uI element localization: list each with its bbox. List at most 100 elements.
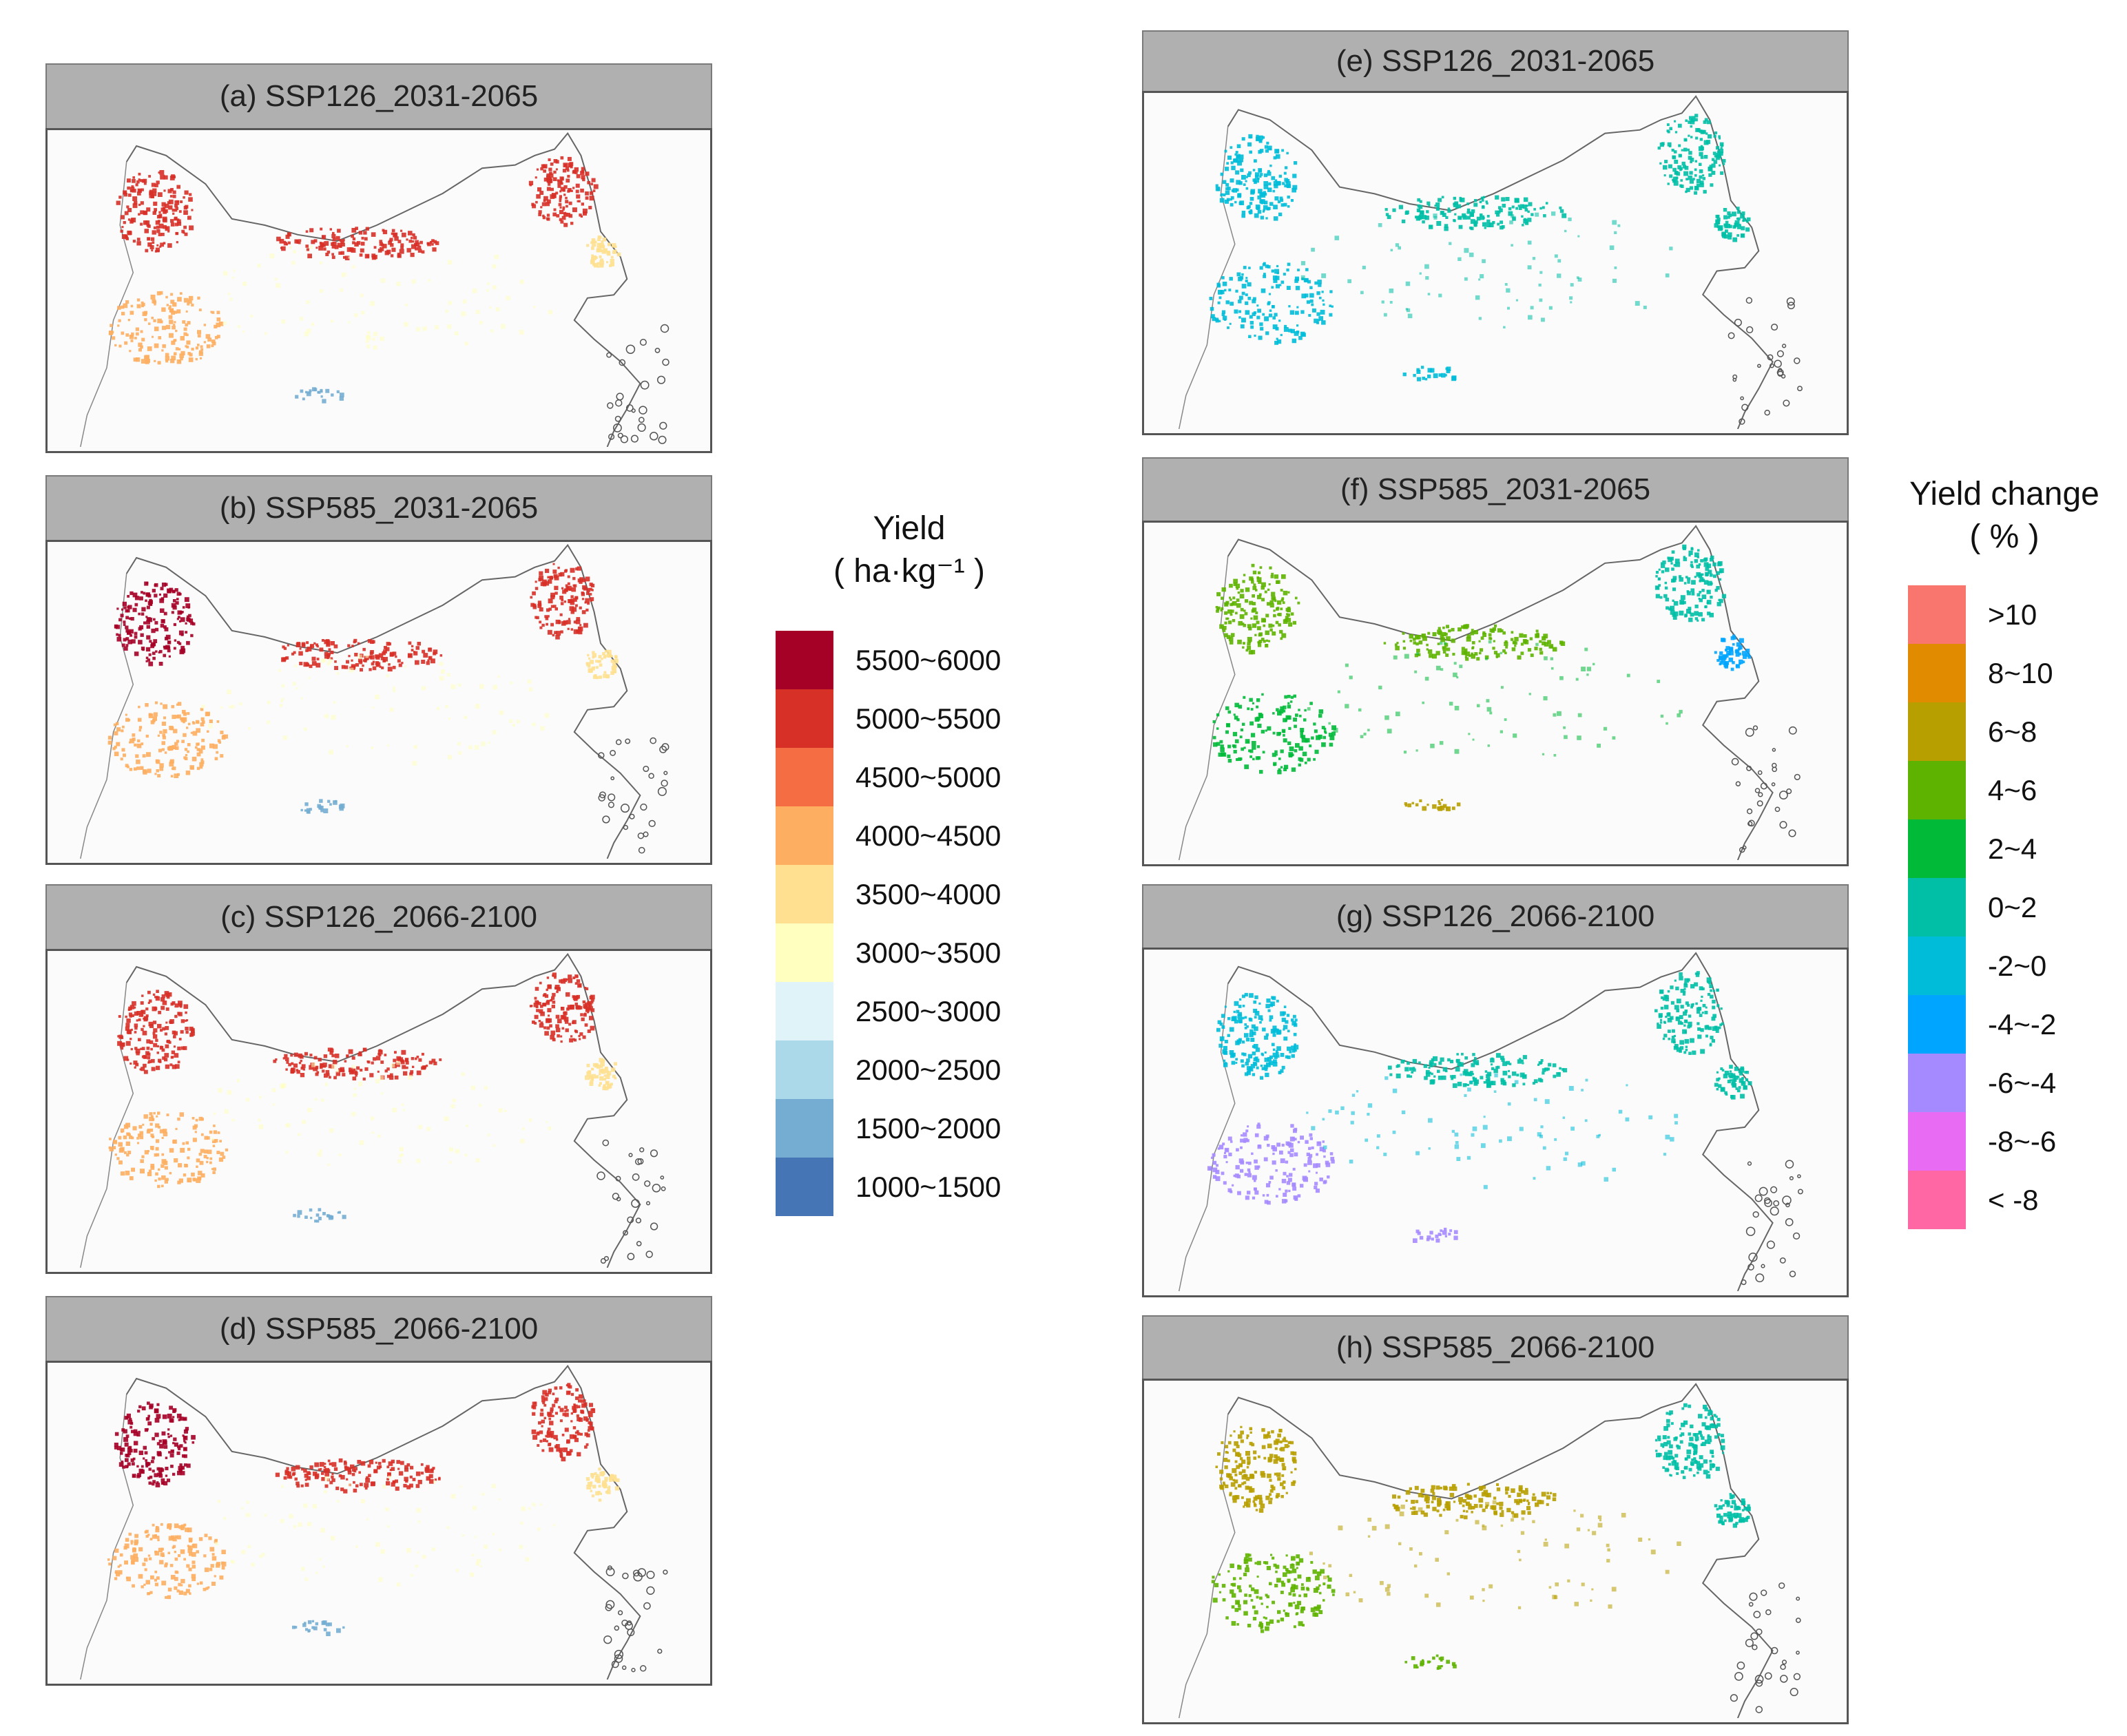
yield-cell-southwest — [1274, 269, 1279, 274]
yield-cell-southwest — [1228, 289, 1232, 292]
yield-cell-northeast — [532, 1405, 537, 1410]
yield-cell-east_coast — [1733, 636, 1736, 640]
yield-cell-northeast — [586, 1418, 590, 1421]
yield-cell-southwest — [1254, 334, 1256, 337]
yield-cell-interior — [346, 745, 349, 748]
yield-cell-northwest — [162, 1001, 167, 1005]
yield-cell-northwest — [117, 1035, 120, 1038]
yield-cell-east_coast — [603, 654, 607, 658]
yield-cell-southwest — [150, 1166, 155, 1170]
yield-cell-northwest — [151, 642, 156, 647]
map-canvas — [80, 952, 666, 1268]
yield-cell-southwest — [1316, 312, 1320, 316]
island — [620, 804, 630, 813]
yield-cell-interior — [464, 342, 468, 346]
yield-cell-north_coast — [353, 1467, 357, 1471]
yield-cell-north_coast — [1469, 227, 1472, 229]
map-d — [45, 1361, 712, 1686]
yield-cell-north_coast — [299, 1054, 304, 1059]
yield-cell-northeast — [586, 587, 591, 592]
yield-cell-southwest — [1268, 293, 1271, 295]
yield-cell-northeast — [539, 620, 542, 624]
yield-cell-southwest — [205, 711, 210, 717]
yield-cell-interior — [1504, 718, 1507, 721]
yield-cell-southwest — [192, 1138, 197, 1142]
yield-cell-northwest — [1273, 181, 1278, 186]
yield-cell-interior — [329, 749, 333, 755]
yield-cell-interior — [335, 1069, 340, 1073]
yield-cell-northeast — [585, 1007, 590, 1012]
yield-cell-east_coast — [1745, 652, 1750, 657]
yield-cell-northeast — [554, 592, 558, 595]
yield-cell-interior — [377, 1134, 381, 1138]
yield-cell-south_interior — [307, 1630, 310, 1633]
yield-cell-northeast — [588, 205, 592, 209]
island — [662, 358, 670, 366]
yield-cell-southwest — [1280, 280, 1285, 284]
yield-cell-northwest — [1240, 607, 1244, 611]
yield-cell-interior — [461, 1072, 465, 1076]
yield-cell-northwest — [160, 242, 165, 247]
yield-cell-southwest — [1219, 740, 1223, 744]
yield-cell-southwest — [1275, 753, 1278, 756]
yield-cell-east_coast — [1745, 227, 1750, 232]
yield-cell-east_coast — [1736, 210, 1741, 214]
yield-cell-northwest — [1257, 643, 1262, 647]
yield-cell-northeast — [547, 1430, 550, 1433]
yield-cell-east_coast — [594, 1472, 597, 1475]
island — [1776, 368, 1784, 376]
yield-cell-northwest — [1253, 1062, 1258, 1067]
yield-cell-southwest — [1271, 286, 1274, 289]
yield-cell-northwest — [1278, 1071, 1282, 1075]
yield-cell-northwest — [1224, 1040, 1228, 1044]
yield-cell-northwest — [1225, 617, 1228, 620]
yield-cell-southwest — [1277, 711, 1282, 716]
yield-cell-north_coast — [392, 665, 396, 669]
yield-cell-northeast — [565, 200, 569, 204]
yield-cell-east_coast — [599, 260, 604, 265]
yield-cell-southwest — [177, 714, 181, 719]
yield-cell-northwest — [152, 188, 157, 193]
yield-cell-north_coast — [282, 645, 285, 649]
yield-cell-north_coast — [409, 1475, 413, 1478]
yield-cell-southwest — [157, 318, 162, 324]
yield-cell-northeast — [545, 1434, 548, 1438]
yield-cell-northwest — [166, 995, 170, 999]
yield-cell-interior — [466, 1125, 468, 1127]
yield-cell-southwest — [152, 335, 154, 338]
yield-cell-northeast — [1696, 572, 1701, 577]
yield-cell-northwest — [1250, 1064, 1255, 1069]
yield-cell-northeast — [577, 1432, 581, 1436]
yield-cell-northwest — [171, 174, 175, 178]
yield-cell-north_coast — [1402, 640, 1406, 643]
yield-cell-southwest — [174, 1586, 178, 1590]
yield-cell-interior — [458, 751, 462, 755]
yield-cell-north_coast — [1465, 657, 1469, 661]
yield-cell-north_coast — [299, 662, 303, 666]
yield-cell-southwest — [1281, 729, 1286, 733]
yield-cell-northwest — [134, 631, 138, 636]
yield-cell-north_coast — [1471, 654, 1475, 659]
yield-cell-north_coast — [429, 240, 433, 244]
yield-cell-north_coast — [1505, 197, 1510, 201]
yield-cell-east_coast — [1739, 223, 1741, 227]
yield-cell-south_interior — [305, 1628, 309, 1631]
yield-cell-north_coast — [391, 247, 396, 252]
yield-cell-northeast — [566, 205, 568, 208]
yield-cell-southwest — [144, 318, 147, 322]
yield-cell-southwest — [1274, 313, 1278, 317]
yield-cell-north_coast — [1464, 656, 1467, 658]
yield-cell-southwest — [109, 1138, 112, 1140]
yield-cell-northeast — [536, 616, 539, 620]
yield-cell-northwest — [129, 634, 133, 637]
yield-cell-interior — [1363, 733, 1367, 736]
yield-cell-northwest — [168, 1451, 171, 1454]
yield-cell-southwest — [1212, 735, 1216, 740]
yield-cell-northeast — [1694, 160, 1697, 163]
yield-cell-northwest — [1258, 139, 1262, 143]
yield-cell-north_coast — [426, 661, 430, 665]
yield-cell-northwest — [1259, 173, 1263, 176]
yield-cell-north_coast — [331, 255, 335, 260]
yield-cell-interior — [304, 1578, 309, 1581]
yield-cell-northwest — [152, 230, 156, 235]
